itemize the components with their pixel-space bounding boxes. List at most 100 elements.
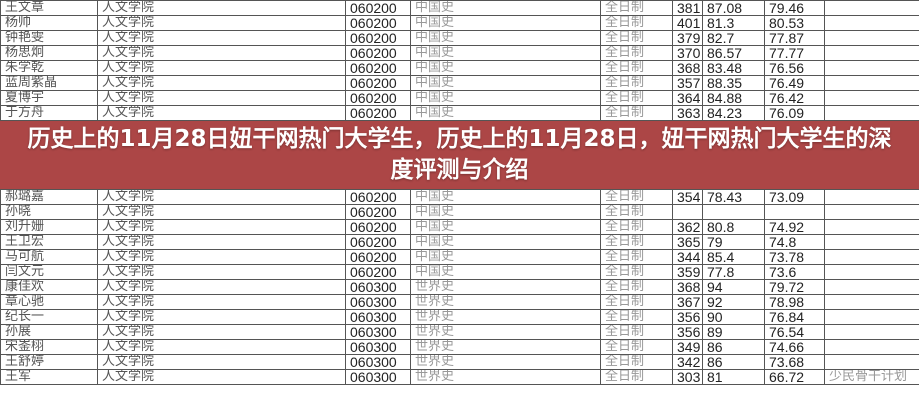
cell-major: 世界史 bbox=[410, 354, 601, 370]
cell-name: 马可航 bbox=[0, 249, 98, 265]
cell-total-score: 80.53 bbox=[764, 15, 825, 31]
table-row: 郝璐嘉 人文学院 060200 中国史 全日制 354 78.43 73.09 bbox=[0, 189, 919, 205]
cell-major: 中国史 bbox=[410, 264, 601, 280]
table-row: 康佳欢 人文学院 060300 世界史 全日制 368 94 79.72 bbox=[0, 279, 919, 295]
cell-retest-score: 87.08 bbox=[702, 0, 765, 16]
cell-name: 王卫宏 bbox=[0, 234, 98, 250]
cell-note bbox=[824, 60, 919, 76]
cell-major-code: 060300 bbox=[345, 279, 411, 295]
cell-college: 人文学院 bbox=[97, 324, 346, 340]
cell-score: 357 bbox=[672, 75, 703, 91]
cell-note bbox=[824, 264, 919, 280]
cell-score: 356 bbox=[672, 324, 703, 340]
cell-major-code: 060200 bbox=[345, 15, 411, 31]
cell-note bbox=[824, 339, 919, 355]
cell-total-score: 74.8 bbox=[764, 234, 825, 250]
cell-score: 349 bbox=[672, 339, 703, 355]
cell-major-code: 060200 bbox=[345, 219, 411, 235]
cell-total-score: 73.68 bbox=[764, 354, 825, 370]
cell-score: 401 bbox=[672, 15, 703, 31]
cell-name: 王舒婷 bbox=[0, 354, 98, 370]
cell-major: 中国史 bbox=[410, 75, 601, 91]
table-row: 王军 人文学院 060300 世界史 全日制 303 81 66.72 少民骨干计划 bbox=[0, 369, 919, 385]
table-row: 钟艳雯 人文学院 060200 中国史 全日制 379 82.7 77.87 bbox=[0, 30, 919, 46]
cell-college: 人文学院 bbox=[97, 249, 346, 265]
cell-name: 夏博宇 bbox=[0, 90, 98, 106]
cell-total-score: 74.92 bbox=[764, 219, 825, 235]
cell-college: 人文学院 bbox=[97, 75, 346, 91]
cell-retest-score: 90 bbox=[702, 309, 765, 325]
cell-retest-score: 88.35 bbox=[702, 75, 765, 91]
cell-total-score: 76.42 bbox=[764, 90, 825, 106]
cell-college: 人文学院 bbox=[97, 105, 346, 121]
cell-total-score: 76.84 bbox=[764, 309, 825, 325]
table-row: 闫文元 人文学院 060200 中国史 全日制 359 77.8 73.6 bbox=[0, 264, 919, 280]
cell-note bbox=[824, 15, 919, 31]
cell-major-code: 060200 bbox=[345, 189, 411, 205]
cell-major: 世界史 bbox=[410, 369, 601, 385]
cell-note bbox=[824, 105, 919, 121]
cell-major-code: 060200 bbox=[345, 45, 411, 61]
cell-total-score bbox=[764, 204, 825, 220]
cell-name: 孙晓 bbox=[0, 204, 98, 220]
cell-retest-score: 89 bbox=[702, 324, 765, 340]
cell-total-score: 73.6 bbox=[764, 264, 825, 280]
cell-score: 356 bbox=[672, 309, 703, 325]
cell-total-score: 73.78 bbox=[764, 249, 825, 265]
cell-college: 人文学院 bbox=[97, 294, 346, 310]
cell-retest-score bbox=[702, 204, 765, 220]
table-row: 王文章 人文学院 060200 中国史 全日制 381 87.08 79.46 bbox=[0, 0, 919, 16]
cell-major: 中国史 bbox=[410, 234, 601, 250]
cell-score bbox=[672, 204, 703, 220]
cell-name: 章心驰 bbox=[0, 294, 98, 310]
article-title: 历史上的11月28日妞干网热门大学生，历史上的11月28日，妞干网热门大学生的深… bbox=[27, 126, 892, 183]
cell-total-score: 76.09 bbox=[764, 105, 825, 121]
cell-note bbox=[824, 204, 919, 220]
cell-name: 孙展 bbox=[0, 324, 98, 340]
cell-major-code: 060200 bbox=[345, 75, 411, 91]
cell-score: 370 bbox=[672, 45, 703, 61]
cell-total-score: 77.77 bbox=[764, 45, 825, 61]
cell-college: 人文学院 bbox=[97, 279, 346, 295]
cell-retest-score: 82.7 bbox=[702, 30, 765, 46]
cell-name: 闫文元 bbox=[0, 264, 98, 280]
cell-college: 人文学院 bbox=[97, 90, 346, 106]
cell-college: 人文学院 bbox=[97, 369, 346, 385]
table-row: 宋崟栩 人文学院 060300 世界史 全日制 349 86 74.66 bbox=[0, 339, 919, 355]
cell-score: 344 bbox=[672, 249, 703, 265]
cell-retest-score: 78.43 bbox=[702, 189, 765, 205]
cell-major: 世界史 bbox=[410, 309, 601, 325]
cell-score: 359 bbox=[672, 264, 703, 280]
cell-study-mode: 全日制 bbox=[600, 309, 673, 325]
cell-college: 人文学院 bbox=[97, 354, 346, 370]
cell-study-mode: 全日制 bbox=[600, 369, 673, 385]
cell-major-code: 060200 bbox=[345, 264, 411, 280]
cell-note bbox=[824, 249, 919, 265]
table-row: 夏博宇 人文学院 060200 中国史 全日制 364 84.88 76.42 bbox=[0, 90, 919, 106]
cell-major: 中国史 bbox=[410, 90, 601, 106]
cell-total-score: 76.49 bbox=[764, 75, 825, 91]
cell-major: 中国史 bbox=[410, 30, 601, 46]
cell-note bbox=[824, 324, 919, 340]
cell-note bbox=[824, 354, 919, 370]
cell-major: 中国史 bbox=[410, 249, 601, 265]
cell-total-score: 66.72 bbox=[764, 369, 825, 385]
cell-score: 368 bbox=[672, 279, 703, 295]
cell-note bbox=[824, 189, 919, 205]
cell-note: 少民骨干计划 bbox=[824, 369, 919, 385]
cell-major-code: 060200 bbox=[345, 234, 411, 250]
cell-major: 世界史 bbox=[410, 339, 601, 355]
cell-note bbox=[824, 90, 919, 106]
table-row: 章心驰 人文学院 060300 世界史 全日制 367 92 78.98 bbox=[0, 294, 919, 310]
cell-retest-score: 81.3 bbox=[702, 15, 765, 31]
cell-major: 中国史 bbox=[410, 219, 601, 235]
cell-major-code: 060300 bbox=[345, 339, 411, 355]
cell-name: 郝璐嘉 bbox=[0, 189, 98, 205]
cell-major: 世界史 bbox=[410, 324, 601, 340]
table-row: 孙展 人文学院 060300 世界史 全日制 356 89 76.54 bbox=[0, 324, 919, 340]
cell-college: 人文学院 bbox=[97, 189, 346, 205]
cell-college: 人文学院 bbox=[97, 15, 346, 31]
table-row: 王卫宏 人文学院 060200 中国史 全日制 365 79 74.8 bbox=[0, 234, 919, 250]
cell-study-mode: 全日制 bbox=[600, 249, 673, 265]
cell-note bbox=[824, 0, 919, 16]
